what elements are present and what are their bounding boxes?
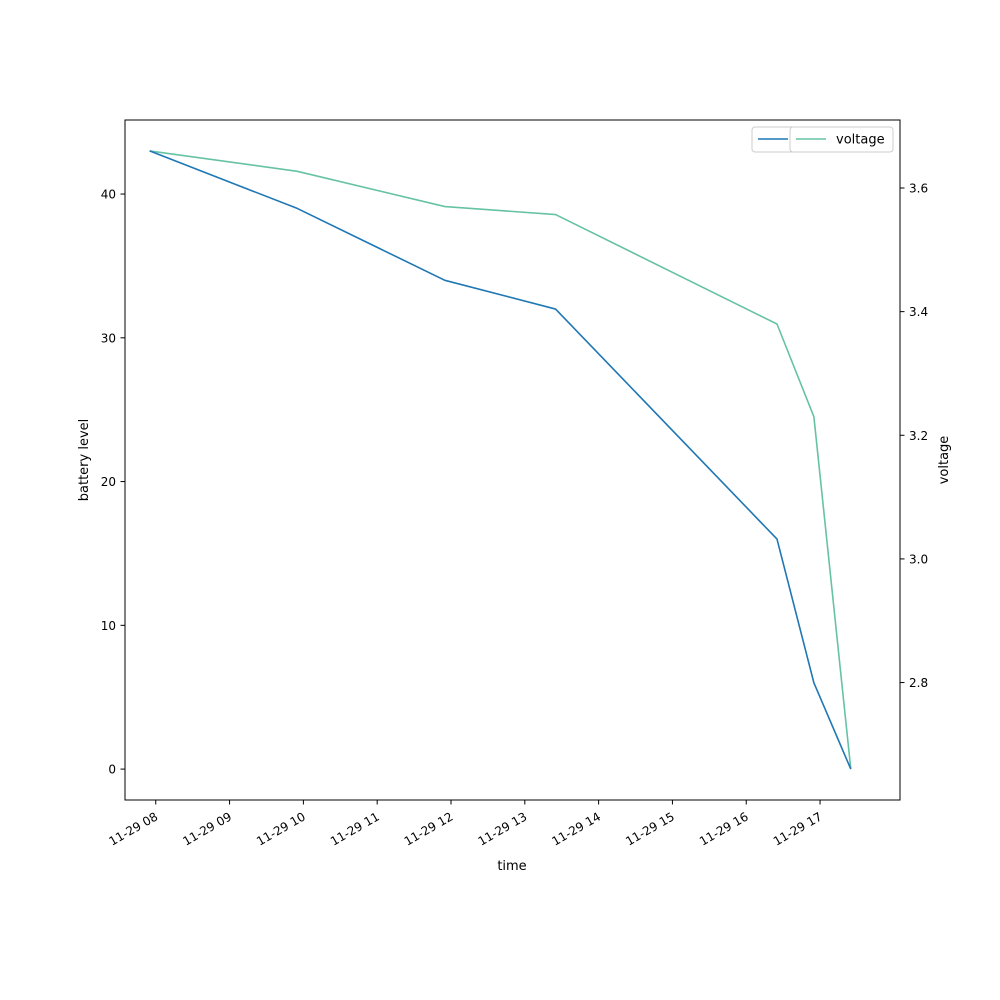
series-line-battery	[149, 150, 852, 770]
x-axis-label: time	[497, 859, 526, 874]
y-right-tick-label: 3.2	[909, 429, 928, 443]
x-tick-label: 11-29 17	[771, 809, 825, 848]
y-right-tick-label: 2.8	[909, 676, 928, 690]
x-tick-label: 11-29 10	[254, 809, 308, 848]
x-tick-label: 11-29 13	[476, 809, 530, 848]
y-left-tick-label: 20	[101, 475, 116, 489]
y-right-tick-label: 3.6	[909, 182, 928, 196]
legend-voltage-frame	[789, 126, 894, 153]
plot-frame	[124, 119, 901, 801]
legend-voltage-box: voltage	[789, 126, 894, 153]
y-left-tick-label: 30	[101, 331, 116, 345]
y-right-tick-label: 3.0	[909, 552, 928, 566]
x-tick-label: 11-29 09	[180, 809, 234, 848]
y-right-tick-label: 3.4	[909, 305, 928, 319]
legend-voltage-label: voltage	[836, 133, 885, 148]
series-line-voltage	[149, 150, 852, 770]
y-axis-right-label: voltage	[937, 436, 952, 485]
y-left-tick-label: 10	[101, 619, 116, 633]
plot-area	[125, 120, 900, 800]
x-tick-label: 11-29 16	[697, 809, 751, 848]
y-left-tick-label: 40	[101, 188, 116, 202]
x-tick-label: 11-29 12	[402, 809, 456, 848]
x-tick-label: 11-29 14	[549, 809, 603, 848]
x-tick-label: 11-29 11	[328, 809, 382, 848]
y-axis-left-label: battery level	[77, 419, 92, 502]
x-tick-label: 11-29 08	[107, 809, 161, 848]
y-left-tick-label: 0	[108, 763, 116, 777]
x-tick-label: 11-29 15	[623, 809, 677, 848]
